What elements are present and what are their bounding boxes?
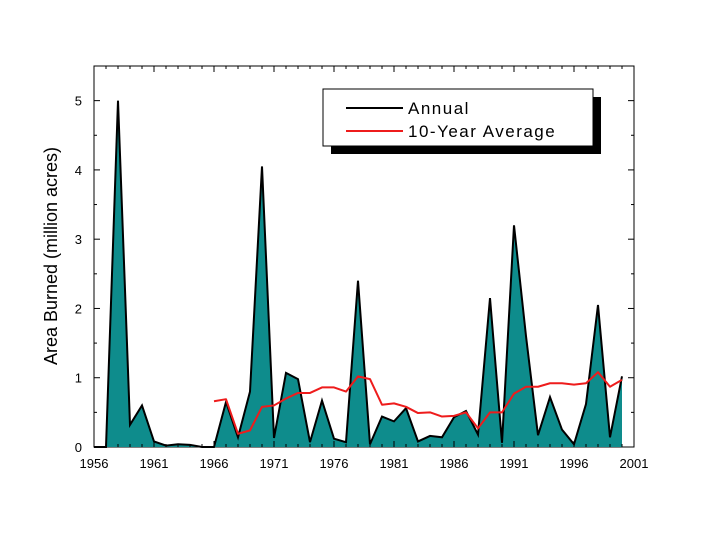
y-tick-label: 0 [75,440,82,455]
series-layer [94,100,623,448]
x-tick-label: 1961 [140,456,169,471]
y-axis-label: Area Burned (million acres) [41,147,61,365]
axis-layer: 1956 1961 1966 1971 1976 1981 1986 1991 1996 2001… [75,65,649,471]
y-tick-label: 5 [75,94,82,109]
legend-annual-label: Annual [408,99,470,118]
legend-average-label: 10-Year Average [408,122,556,141]
x-tick-label: 1971 [260,456,289,471]
x-tick-label: 1981 [380,456,409,471]
legend: Annual 10-Year Average [322,88,601,154]
x-tick-label: 1991 [500,456,529,471]
x-tick-label: 2001 [620,456,649,471]
y-tick-label: 3 [75,232,82,247]
x-tick-label: 1986 [440,456,469,471]
y-tick-label: 2 [75,301,82,316]
x-tick-label: 1966 [200,456,229,471]
x-tick-label: 1976 [320,456,349,471]
y-tick-label: 1 [75,371,82,386]
x-tick-label: 1996 [560,456,589,471]
y-tick-label: 4 [75,163,82,178]
ten-year-average-line [213,371,623,435]
annual-line [94,100,623,448]
legend-box [322,88,594,147]
x-tick-label: 1956 [80,456,109,471]
annual-area-fill [94,100,622,447]
